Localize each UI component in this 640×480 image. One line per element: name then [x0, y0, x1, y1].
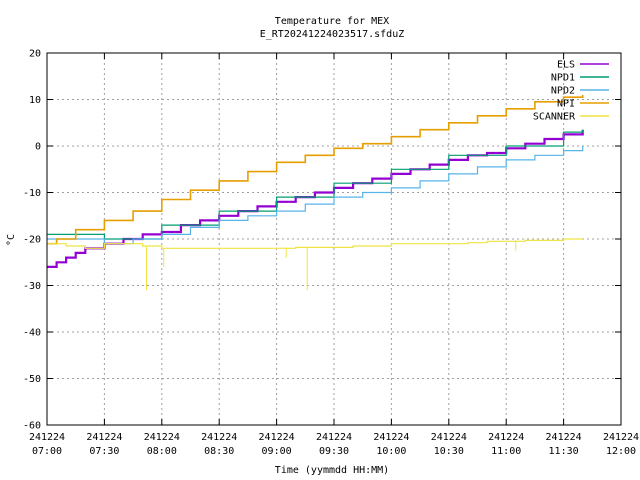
legend-label: NPD1 — [551, 73, 575, 84]
plot-frame — [46, 52, 622, 426]
legend: ELS NPD1 NPD2 NPI SCANNER — [533, 60, 609, 123]
y-tick-label: 20 — [29, 49, 41, 60]
legend-label: NPD2 — [551, 86, 575, 97]
x-tick-date: 241224 — [603, 432, 639, 443]
x-tick-time: 08:30 — [204, 446, 234, 457]
series-line-els — [47, 129, 584, 268]
series-line-scanner — [47, 238, 583, 249]
x-tick-time: 07:30 — [89, 446, 119, 457]
x-tick-time: 09:00 — [262, 446, 292, 457]
y-tick-label: 0 — [35, 142, 41, 153]
y-tick-label: -10 — [23, 188, 41, 199]
chart-subtitle: E_RT20241224023517.sfduZ — [260, 29, 405, 40]
x-tick-time: 08:00 — [147, 446, 177, 457]
x-tick-time: 11:00 — [491, 446, 521, 457]
x-tick-time: 12:00 — [606, 446, 636, 457]
x-tick-date: 241224 — [201, 432, 237, 443]
x-axis-label: Time (yymmdd HH:MM) — [275, 465, 389, 476]
x-tick-date: 241224 — [144, 432, 180, 443]
x-tick-date: 241224 — [259, 432, 295, 443]
x-tick-date: 241224 — [316, 432, 352, 443]
x-tick-time: 11:30 — [549, 446, 579, 457]
x-tick-date: 241224 — [373, 432, 409, 443]
x-tick-date: 241224 — [488, 432, 524, 443]
y-tick-label: -50 — [23, 374, 41, 385]
axes: 20100-10-20-30-40-50-6024122407:00241224… — [23, 49, 639, 458]
y-tick-label: 10 — [29, 95, 41, 106]
y-tick-label: -30 — [23, 281, 41, 292]
series-lines — [47, 94, 584, 291]
x-tick-date: 241224 — [431, 432, 467, 443]
x-tick-time: 07:00 — [32, 446, 62, 457]
x-tick-time: 10:30 — [434, 446, 464, 457]
series-line-npd2 — [47, 146, 584, 245]
legend-label: ELS — [557, 60, 575, 71]
y-axis-label: °C — [6, 234, 17, 246]
series-line-npi — [47, 94, 584, 245]
y-tick-label: -40 — [23, 328, 41, 339]
x-tick-date: 241224 — [29, 432, 65, 443]
y-tick-label: -20 — [23, 235, 41, 246]
y-tick-label: -60 — [23, 421, 41, 432]
legend-label: NPI — [557, 99, 575, 110]
x-tick-date: 241224 — [86, 432, 122, 443]
chart-title: Temperature for MEX — [275, 16, 389, 27]
x-tick-date: 241224 — [546, 432, 582, 443]
x-tick-time: 10:00 — [376, 446, 406, 457]
legend-label: SCANNER — [533, 112, 576, 123]
x-tick-time: 09:30 — [319, 446, 349, 457]
